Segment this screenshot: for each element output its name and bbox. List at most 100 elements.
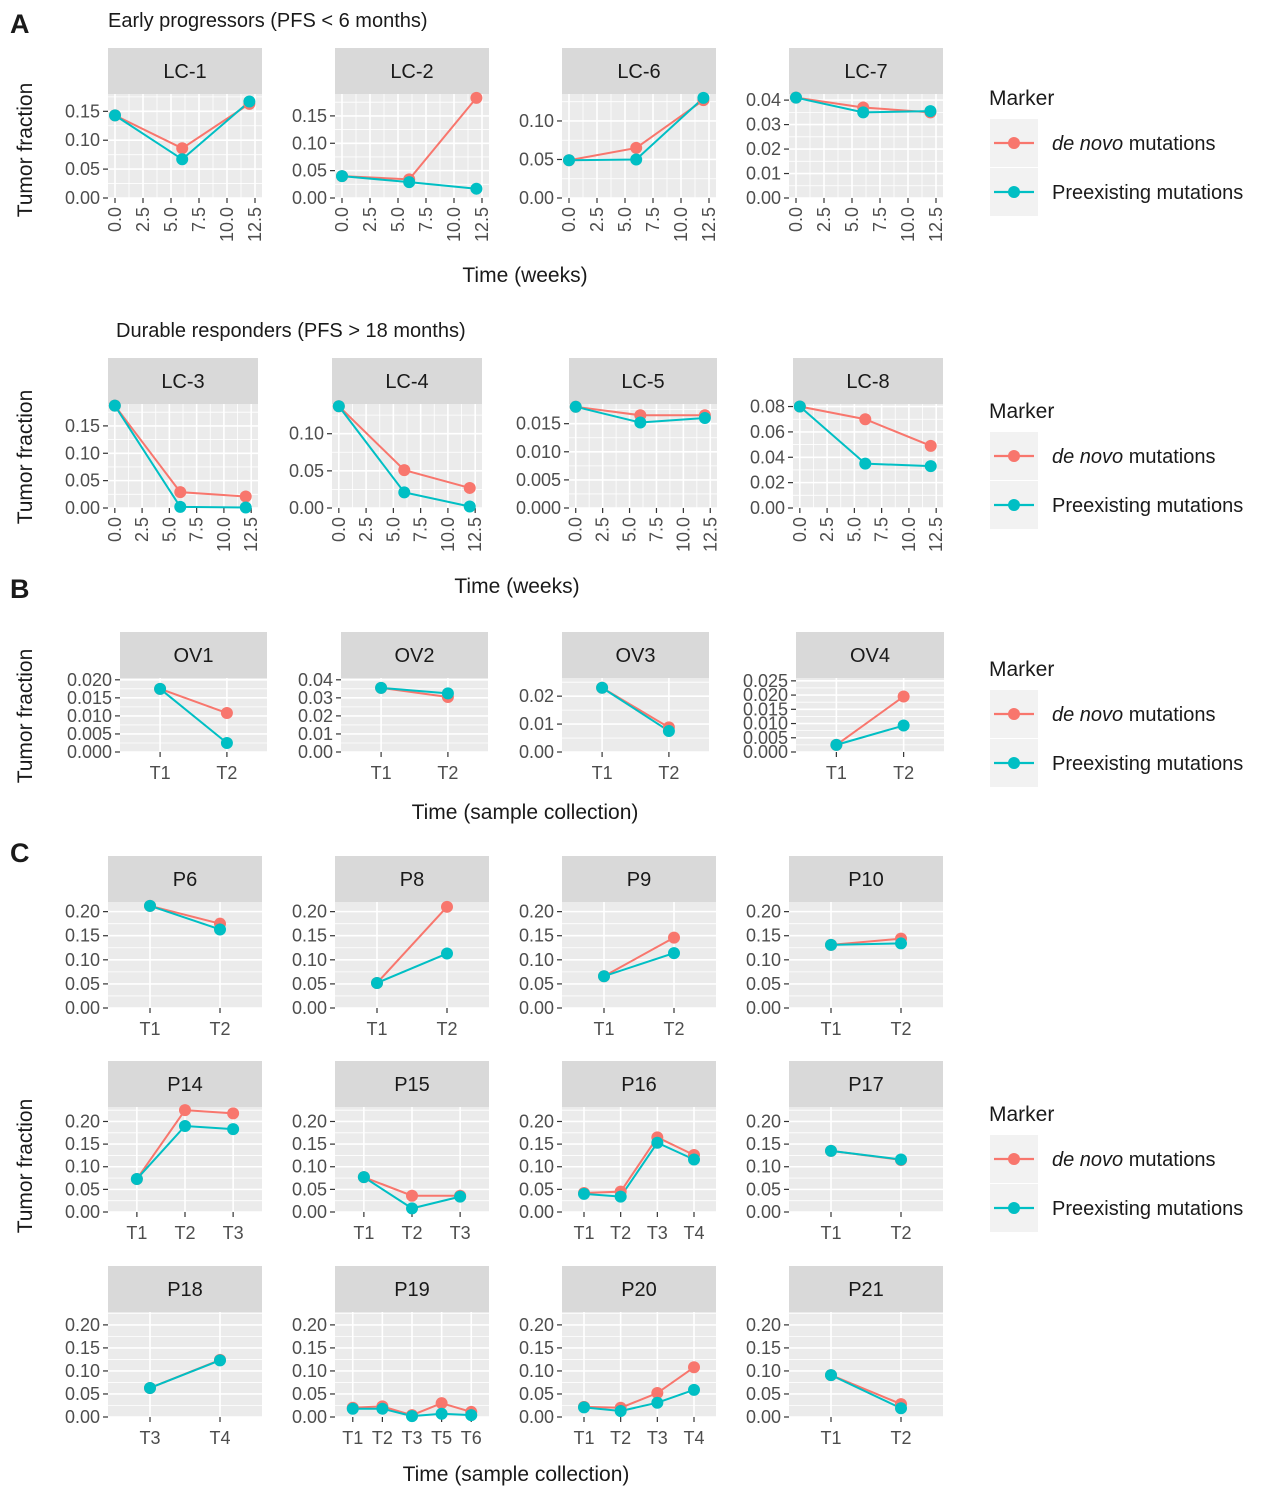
point-lc-4-0-2 [463, 481, 476, 494]
xtick-label-lc-7: 7.5 [870, 207, 890, 232]
panel-p10: P10 0.00 0.05 0.10 0.15 0.20 T1 T2 [746, 856, 943, 1039]
legend-1: Marker de novo mutations Preexisting mutat… [989, 87, 1243, 216]
ytick-label-ov4: 0.015 [743, 699, 788, 719]
series-line-p9-1 [603, 952, 675, 978]
xtick-label-lc-1: 7.5 [189, 207, 209, 232]
point-lc-8-1-2 [924, 460, 937, 473]
ytick-label-p19: 0.10 [292, 1361, 327, 1381]
point-lc-2-0-2 [470, 91, 483, 104]
xtick-label-lc-1: 5.0 [161, 207, 181, 232]
strip-p17 [789, 1061, 943, 1107]
strip-lc-1 [108, 48, 262, 94]
ytick-label-p21: 0.10 [746, 1361, 781, 1381]
xtick-label-lc-1: 2.5 [133, 207, 153, 232]
xtick-label-p10: T1 [820, 1019, 841, 1039]
panel-ov2: OV2 0.000.010.020.030.04 T1 T2 [298, 632, 488, 783]
strip-label-lc-6: LC-6 [617, 61, 660, 83]
xtick-label-lc-6: 5.0 [615, 207, 635, 232]
ytick-label-p8: 0.00 [292, 998, 327, 1018]
xtick-label-p15: T2 [401, 1223, 422, 1243]
point-lc-4-1-0 [332, 400, 345, 413]
strip-p18 [108, 1266, 262, 1312]
point-p17-1-1 [895, 1153, 907, 1166]
legend-key-point [1008, 450, 1020, 462]
ytick-label-ov2: 0.02 [298, 706, 333, 726]
strip-lc-3 [108, 358, 258, 404]
ytick-label-p15: 0.10 [292, 1157, 327, 1177]
legend-key-point [1008, 1202, 1020, 1214]
xtick-label-lc-3: 0.0 [105, 517, 125, 542]
panel-p19: P19 0.00 0.05 0.10 0.15 0.20 T1 T2 T3 T5 T6 [292, 1266, 489, 1448]
ytick-label-lc-1: 0.00 [65, 188, 100, 208]
point-p15-1-2 [454, 1190, 467, 1203]
strip-label-ov2: OV2 [394, 645, 434, 667]
point-p20-1-1 [614, 1405, 627, 1418]
xtick-label-lc-6: 12.5 [699, 207, 719, 242]
point-p20-1-0 [578, 1401, 590, 1414]
point-p15-1-0 [357, 1171, 370, 1184]
ytick-label-lc-6: 0.10 [519, 111, 554, 131]
ytick-label-lc-1: 0.10 [65, 130, 100, 150]
point-p14-1-2 [227, 1123, 240, 1136]
series-line-ov4-0 [835, 695, 905, 746]
ytick-label-lc-1: 0.05 [65, 159, 100, 179]
point-p18-1-1 [214, 1354, 226, 1367]
strip-p14 [108, 1061, 262, 1107]
xtick-label-lc-4: 12.5 [465, 517, 485, 552]
ytick-label-p21: 0.00 [746, 1407, 781, 1427]
ytick-label-p19: 0.20 [292, 1315, 327, 1335]
strip-label-ov1: OV1 [173, 645, 213, 667]
strip-label-p10: P10 [848, 869, 884, 891]
panels-layer: LC-10.000.050.100.150.0 2.5 5.0 7.5 10.0 12.5… [65, 48, 946, 1448]
strip-label-lc-8: LC-8 [846, 371, 889, 393]
ytick-label-p19: 0.05 [292, 1384, 327, 1404]
strip-p16 [562, 1061, 716, 1107]
xtick-label-lc-4: 5.0 [383, 517, 403, 542]
ytick-label-lc-1: 0.15 [65, 101, 100, 121]
xtick-label-p17: T1 [820, 1223, 841, 1243]
ytick-label-lc-7: 0.00 [746, 188, 781, 208]
point-p20-0-3 [688, 1361, 700, 1374]
plot-bg-p10 [789, 902, 943, 1008]
ytick-label-lc-2: 0.15 [292, 106, 327, 126]
xtick-label-p19: T6 [461, 1428, 482, 1448]
point-p19-0-3 [435, 1397, 448, 1410]
strip-p19 [335, 1266, 489, 1312]
point-p16-1-1 [614, 1190, 627, 1203]
strip-p6 [108, 856, 262, 902]
plot-bg-p6 [108, 902, 262, 1008]
point-lc-3-1-2 [239, 501, 252, 514]
xtick-label-lc-8: 7.5 [872, 517, 892, 542]
panel-p15: P15 0.00 0.050.10 0.15 0.20 T1 T2 T3 [292, 1061, 489, 1243]
legend-item-text: mutations [1123, 133, 1215, 155]
plot-bg-p17 [789, 1107, 943, 1212]
xtick-label-p9: T2 [663, 1019, 684, 1039]
point-p14-1-1 [179, 1120, 191, 1133]
ytick-label-p21: 0.05 [746, 1384, 781, 1404]
xtick-label-p16: T2 [610, 1223, 631, 1243]
ytick-label-p16: 0.20 [519, 1111, 554, 1131]
point-ov4-1-0 [830, 738, 843, 751]
strip-label-p8: P8 [400, 869, 424, 891]
xtick-label-ov2: T2 [437, 763, 458, 783]
ytick-label-lc-2: 0.05 [292, 161, 327, 181]
point-lc-1-0-1 [176, 142, 189, 155]
legend-item-italic: de novo [1052, 133, 1123, 155]
strip-label-lc-2: LC-2 [390, 61, 433, 83]
strip-lc-4 [332, 358, 482, 404]
point-p17-1-0 [825, 1144, 837, 1157]
series-line-p6-1 [149, 904, 221, 931]
ytick-label-p18: 0.10 [65, 1361, 100, 1381]
ytick-label-p20: 0.15 [519, 1338, 554, 1358]
point-lc-7-1-0 [790, 91, 802, 104]
xtick-label-lc-4: 10.0 [438, 517, 458, 552]
xtick-label-ov4: T2 [893, 763, 914, 783]
xtick-label-p20: T4 [683, 1428, 704, 1448]
ytick-label-lc-6: 0.05 [519, 149, 554, 169]
strip-p10 [789, 856, 943, 902]
xtick-label-p16: T1 [573, 1223, 594, 1243]
xtick-label-p19: T5 [431, 1428, 452, 1448]
legend-item-text: Preexisting mutations [1052, 182, 1243, 204]
static-text-layer: A Early progressors (PFS < 6 months) Tum… [10, 9, 638, 1486]
strip-lc-2 [335, 48, 489, 94]
